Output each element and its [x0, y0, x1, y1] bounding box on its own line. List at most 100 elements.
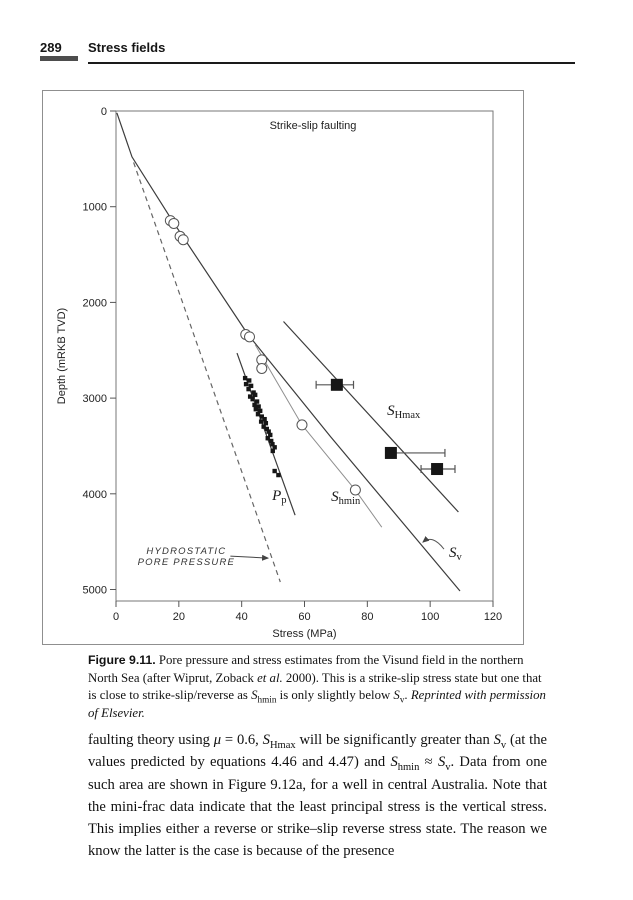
pp-data-square: [272, 445, 277, 450]
pp-data-square: [264, 426, 269, 432]
series-shmin-line: [254, 344, 383, 528]
pp-data-square: [252, 402, 257, 408]
series-hydrostatic-pore-pressure: [133, 162, 281, 583]
pp-data-square: [251, 390, 256, 395]
y-tick-label: 4000: [83, 489, 107, 501]
subscript: v: [445, 762, 451, 774]
stress-depth-chart: 0 1000 2000 3000 4000 5000 0 20 40 60 80 100 120 Stre…: [56, 106, 502, 640]
text-run: ≈: [419, 754, 438, 771]
subscript: Hmax: [269, 739, 296, 751]
italic-text: S: [393, 688, 400, 703]
body-paragraph: faulting theory using μ = 0.6, SHmax wil…: [88, 729, 547, 863]
pp-data-square: [258, 419, 264, 424]
shmax-data-square: [384, 446, 397, 459]
x-tick-label: 100: [421, 611, 439, 623]
subscript: v: [399, 694, 405, 705]
figure-caption-label: Figure 9.11.: [88, 653, 156, 667]
text-run: 2000). This is a strike-slip stress stat…: [88, 670, 542, 703]
pp-data-square: [270, 448, 275, 454]
text-run: = 0.6,: [221, 732, 263, 748]
italic-text: S: [437, 754, 446, 771]
italic-text: S: [262, 732, 270, 748]
subscript: hmin: [397, 762, 420, 774]
y-tick-label: 3000: [83, 393, 107, 405]
hydrostatic-arrow: [230, 554, 270, 561]
y-tick-label: 1000: [83, 202, 107, 214]
header-rule: [88, 62, 575, 64]
hydrostatic-pore-pressure-label: HYDROSTATIC: [146, 546, 226, 557]
sv-arrow: [422, 535, 445, 550]
pp-data-square: [258, 408, 263, 414]
y-tick-label: 0: [101, 106, 107, 118]
pp-data-square: [263, 420, 269, 426]
pp-data-square: [246, 386, 251, 392]
shmax-label: SHmax: [387, 403, 421, 421]
pp-data-square: [262, 416, 267, 422]
shmax-data-square: [431, 463, 444, 476]
x-tick-label: 60: [298, 611, 310, 623]
x-tick-label: 0: [113, 611, 119, 623]
shmin-label: Shmin: [331, 489, 361, 507]
running-head: Stress fields: [88, 40, 166, 55]
leak-off-test-circle: [296, 419, 308, 431]
x-tick-label: 120: [484, 611, 502, 623]
italic-text: et al.: [257, 670, 283, 685]
page-number: 289: [40, 40, 62, 55]
pp-data-square: [272, 468, 277, 474]
text-run: faulting theory using: [88, 732, 214, 748]
pp-data-square: [256, 404, 261, 409]
italic-text: Reprinted with permission of Elsevier.: [88, 688, 546, 720]
pp-data-square: [259, 414, 264, 419]
page-number-bar: [40, 56, 78, 61]
plot-frame: [115, 110, 494, 602]
text-run: Pore pressure and stress estimates from …: [88, 653, 524, 685]
text-run: . Data from one such area are shown in F…: [88, 754, 547, 860]
pp-data-square: [255, 411, 261, 417]
pp-data-square: [247, 394, 253, 399]
pp-data-square: [268, 438, 274, 444]
figure-caption-text: Pore pressure and stress estimates from …: [88, 653, 546, 720]
leak-off-test-circle: [349, 484, 361, 496]
text-run: .: [404, 688, 411, 703]
figure-caption: Figure 9.11. Pore pressure and stress es…: [88, 652, 550, 722]
italic-text: S: [251, 688, 258, 703]
hydrostatic-pore-pressure-label: PORE PRESSURE: [138, 557, 235, 568]
pp-label: Pp: [271, 488, 286, 506]
figure-9-11-box: 0 1000 2000 3000 4000 5000 0 20 40 60 80 100 120 Stre…: [42, 90, 524, 645]
pp-data-square: [250, 396, 255, 402]
pp-data-square: [270, 442, 275, 447]
pp-data-square: [254, 399, 260, 404]
y-axis-title: Depth (mRKB TVD): [56, 308, 68, 404]
leak-off-test-circle: [168, 217, 180, 229]
pp-data-square: [268, 432, 273, 438]
text-run: will be significantly greater than: [295, 732, 494, 748]
italic-text: S: [493, 732, 501, 748]
x-tick-label: 40: [236, 611, 248, 623]
series-shmax-line: [283, 321, 459, 513]
pp-data-square: [265, 436, 270, 441]
text-run: (at the values predicted by equations 4.…: [88, 732, 547, 771]
y-tick-label: 5000: [83, 585, 107, 597]
italic-text: S: [390, 754, 398, 771]
subscript: v: [500, 739, 507, 751]
x-tick-label: 80: [361, 611, 373, 623]
pp-data-square: [252, 392, 258, 398]
series-sv-vertical-stress-line: [116, 112, 461, 592]
leak-off-test-circle: [244, 331, 256, 343]
pp-data-square: [247, 378, 252, 383]
pp-data-square: [261, 424, 266, 429]
sv-label: Sv: [449, 545, 463, 563]
leak-off-test-circle: [256, 362, 268, 374]
text-run: is only slightly below: [276, 688, 394, 703]
pp-data-square: [276, 472, 281, 478]
x-axis-title: Stress (MPa): [272, 628, 336, 640]
pp-data-square: [243, 381, 249, 387]
pp-data-square: [242, 375, 248, 381]
y-tick-label: 2000: [83, 297, 107, 309]
pp-data-square: [253, 407, 259, 412]
x-tick-label: 20: [173, 611, 185, 623]
leak-off-test-circle: [177, 234, 189, 246]
italic-text: μ: [213, 732, 222, 748]
shmax-data-square: [330, 378, 343, 391]
